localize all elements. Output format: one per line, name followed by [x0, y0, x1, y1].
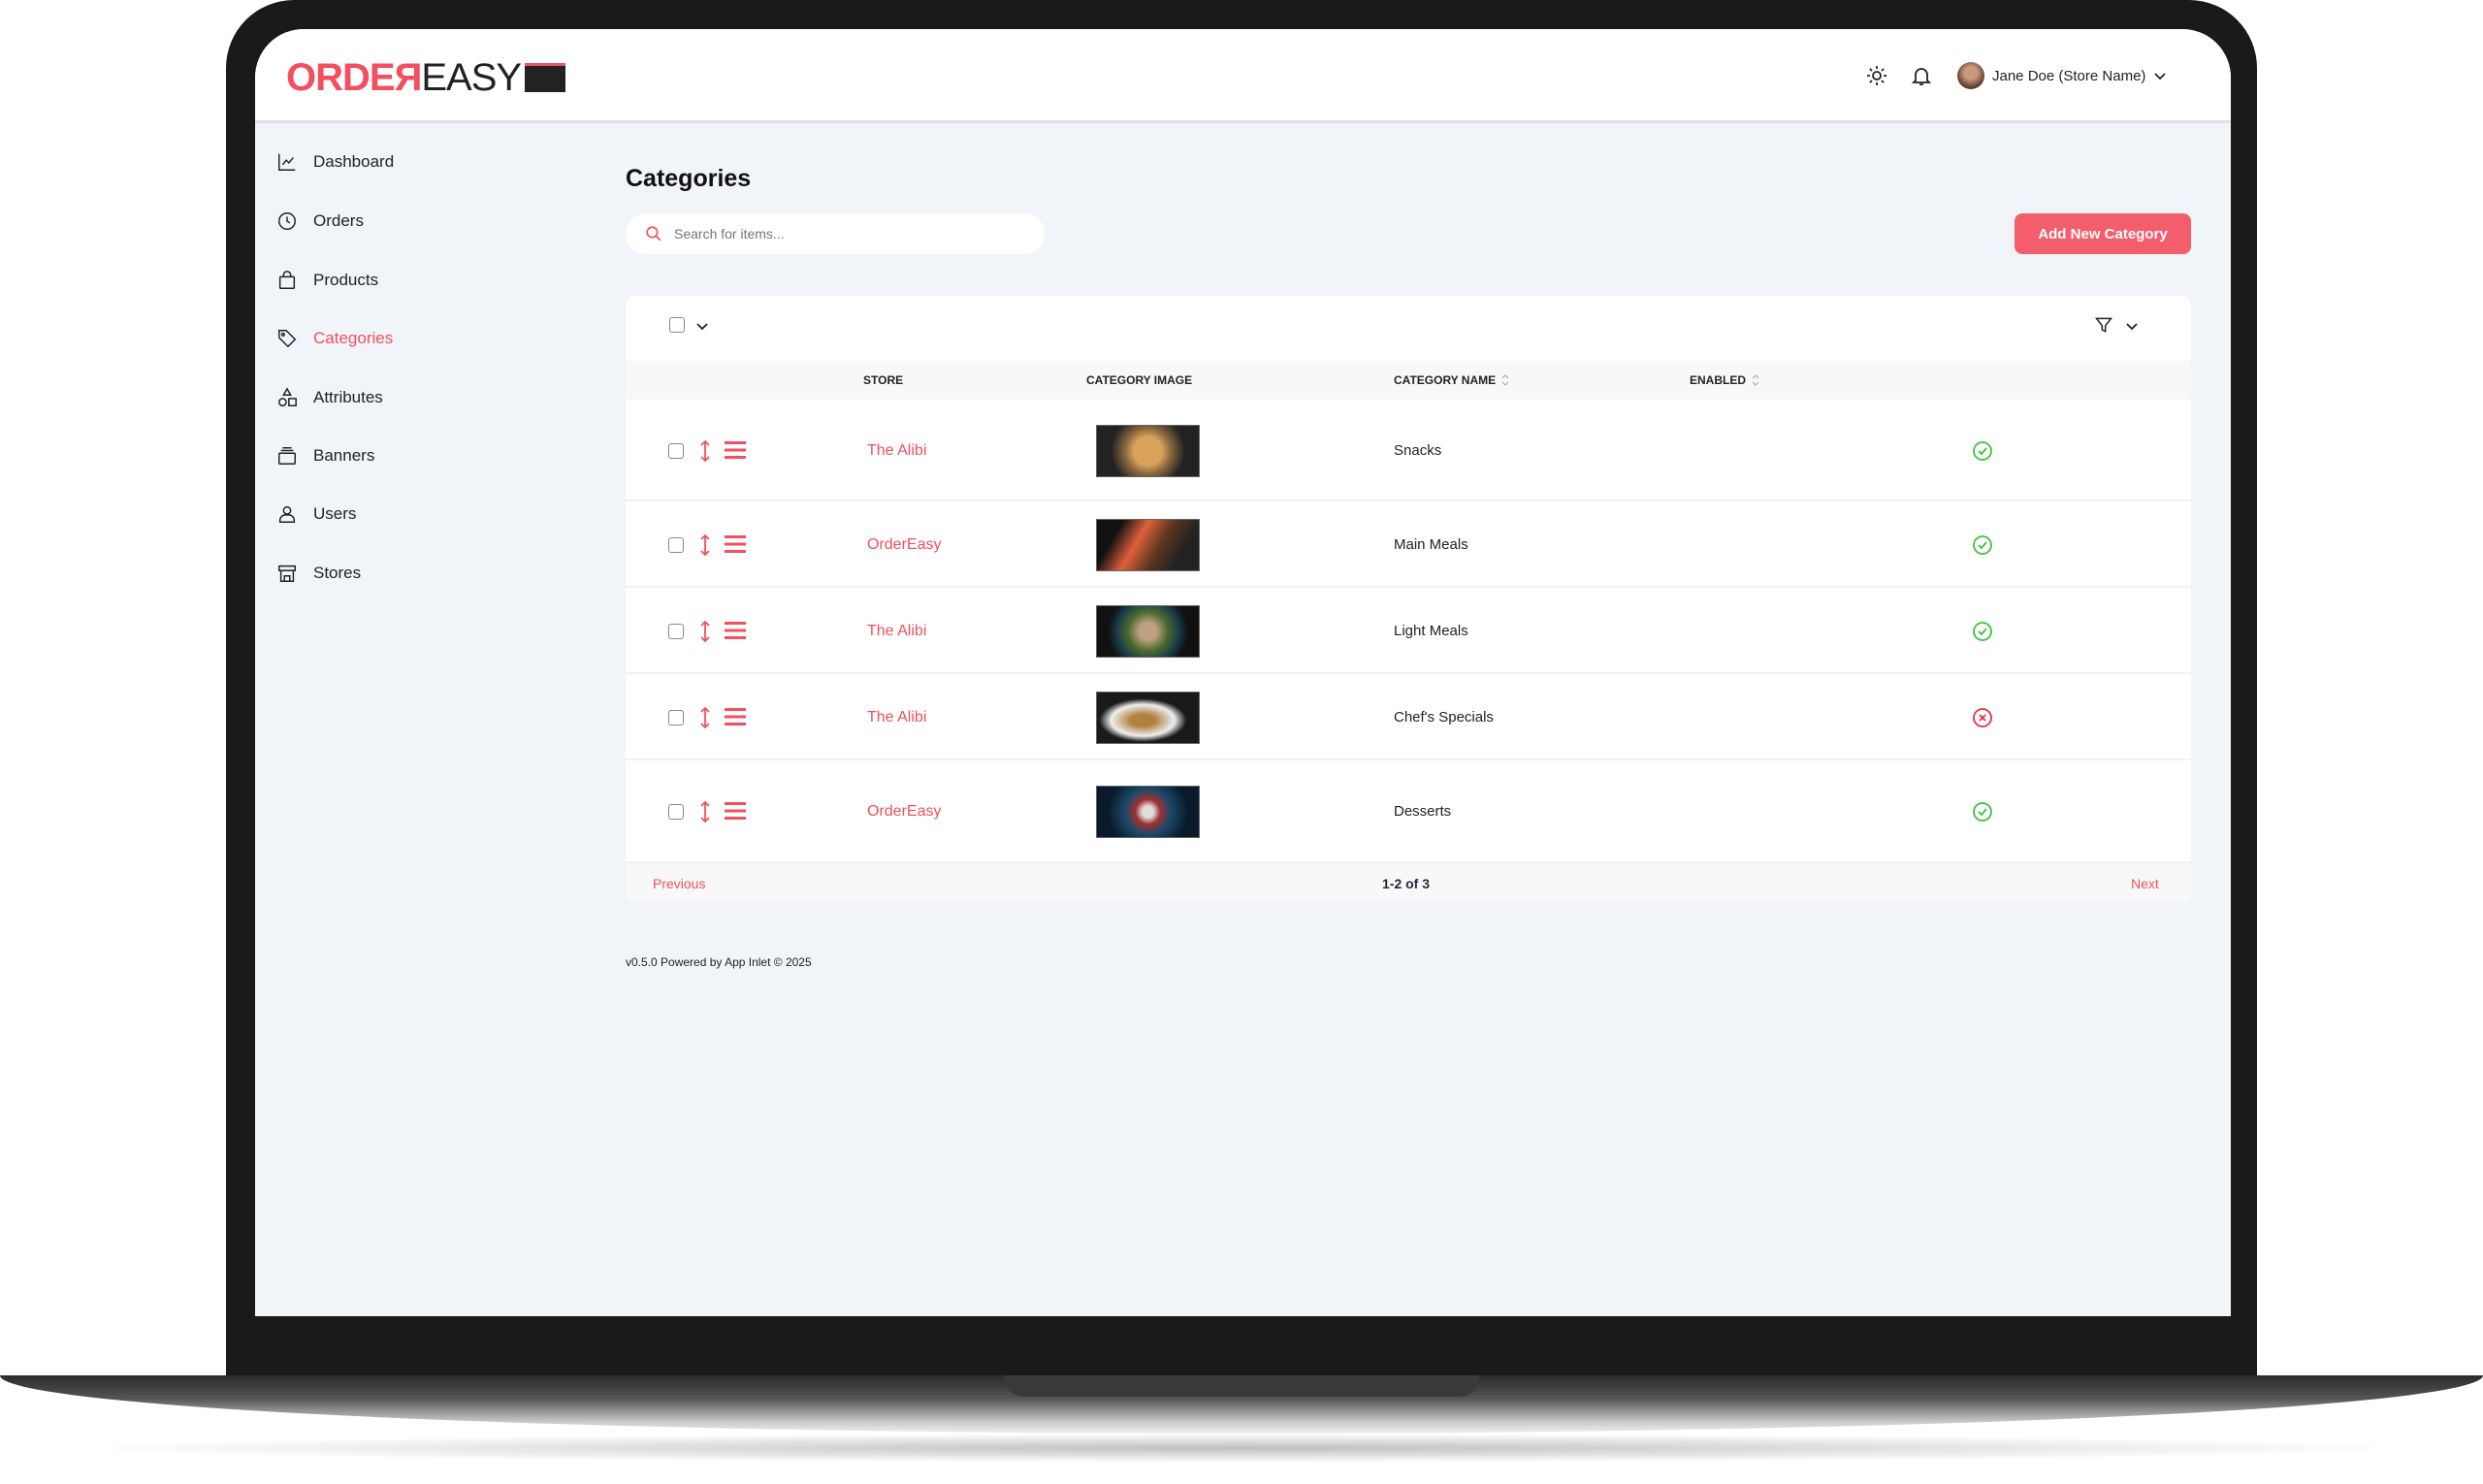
row-checkbox[interactable]: [668, 709, 684, 726]
search-input[interactable]: [674, 226, 1023, 242]
page-title: Categories: [626, 165, 752, 192]
sidebar-item-users[interactable]: Users: [276, 503, 356, 525]
user-icon: [278, 505, 296, 523]
disabled-x-icon: [1973, 707, 1992, 727]
row-store-link[interactable]: OrderEasy: [867, 535, 942, 553]
filter-icon[interactable]: [2094, 315, 2113, 335]
laptop-notch: [1004, 1375, 1479, 1397]
enabled-check-icon: [1973, 440, 1992, 461]
chefs-specials-photo: [1096, 691, 1200, 744]
enabled-check-icon: [1973, 802, 1992, 822]
row-store-link[interactable]: The Alibi: [867, 622, 927, 639]
user-name[interactable]: Jane Doe (Store Name): [1992, 67, 2146, 84]
layers-icon: [278, 447, 296, 465]
footer-version: v0.5.0 Powered by App Inlet © 2025: [626, 955, 812, 969]
store-icon: [278, 565, 296, 582]
column-store: STORE: [863, 373, 904, 387]
shopping-bag-icon: [278, 271, 296, 289]
clock-icon: [278, 212, 296, 230]
sort-icon[interactable]: [1501, 374, 1509, 386]
add-new-category-button[interactable]: Add New Category: [2015, 213, 2191, 254]
categories-table: STORE CATEGORY IMAGE CATEGORY NAME ENABL…: [626, 296, 2191, 902]
table-row: The Alibi Light Meals: [626, 588, 2191, 674]
reorder-arrows-icon[interactable]: [699, 620, 711, 643]
enabled-check-icon: [1973, 621, 1992, 641]
table-row: OrderEasy Main Meals: [626, 501, 2191, 588]
sun-icon[interactable]: [1865, 64, 1888, 87]
user-menu[interactable]: Jane Doe (Store Name): [1957, 62, 2167, 89]
logo[interactable]: ORDEЯEASY: [286, 56, 566, 100]
main-meals-photo: [1096, 518, 1200, 571]
sidebar-item-dashboard[interactable]: Dashboard: [276, 151, 394, 173]
row-checkbox[interactable]: [668, 536, 684, 553]
reorder-arrows-icon[interactable]: [699, 533, 711, 557]
chevron-down-icon[interactable]: [2153, 69, 2167, 82]
shapes-icon: [278, 387, 297, 406]
select-all-checkbox[interactable]: [669, 317, 685, 333]
next-button[interactable]: Next: [2131, 876, 2159, 891]
light-meals-photo: [1096, 604, 1200, 658]
sidebar-item-orders[interactable]: Orders: [276, 210, 364, 232]
sidebar-item-products[interactable]: Products: [276, 270, 378, 291]
row-category-name: Main Meals: [1394, 535, 1468, 553]
logo-book-icon: [525, 63, 566, 92]
row-checkbox[interactable]: [668, 804, 684, 820]
tag-icon: [278, 330, 297, 348]
reorder-arrows-icon[interactable]: [699, 706, 711, 729]
sidebar-item-banners[interactable]: Banners: [276, 445, 374, 467]
drag-handle-icon[interactable]: [725, 801, 746, 821]
sidebar-item-categories[interactable]: Categories: [276, 328, 393, 349]
drag-handle-icon[interactable]: [725, 440, 746, 460]
row-checkbox[interactable]: [668, 442, 684, 459]
table-header: STORE CATEGORY IMAGE CATEGORY NAME ENABL…: [626, 361, 2191, 400]
table-row: The Alibi Snacks: [626, 400, 2191, 501]
reorder-arrows-icon[interactable]: [699, 800, 711, 823]
column-enabled[interactable]: ENABLED: [1690, 373, 1759, 387]
table-row: The Alibi Chef's Specials: [626, 674, 2191, 760]
previous-button[interactable]: Previous: [653, 876, 706, 891]
row-store-link[interactable]: The Alibi: [867, 441, 927, 459]
row-category-name: Desserts: [1394, 803, 1452, 820]
drag-handle-icon[interactable]: [725, 534, 746, 554]
table-row: OrderEasy Desserts: [626, 760, 2191, 863]
row-checkbox[interactable]: [668, 623, 684, 639]
column-category-image: CATEGORY IMAGE: [1086, 373, 1193, 387]
top-header: ORDEЯEASY Jane Doe (Store Name): [255, 29, 2231, 123]
desserts-photo: [1096, 786, 1200, 838]
sidebar-item-stores[interactable]: Stores: [276, 563, 361, 584]
search-icon: [646, 226, 661, 242]
pagination: Previous 1-2 of 3 Next: [626, 863, 2191, 902]
table-toolbar: [626, 296, 2191, 361]
row-category-name: Snacks: [1394, 441, 1442, 459]
reorder-arrows-icon[interactable]: [699, 439, 711, 463]
column-category-name[interactable]: CATEGORY NAME: [1394, 373, 1509, 387]
enabled-check-icon: [1973, 534, 1992, 555]
chevron-down-icon[interactable]: [695, 319, 709, 333]
sidebar-item-attributes[interactable]: Attributes: [276, 387, 383, 408]
drag-handle-icon[interactable]: [725, 707, 746, 726]
row-category-name: Light Meals: [1394, 622, 1468, 639]
row-category-name: Chef's Specials: [1394, 708, 1494, 726]
bell-icon[interactable]: [1910, 64, 1933, 87]
chevron-down-icon[interactable]: [2125, 319, 2139, 333]
sort-icon[interactable]: [1752, 374, 1759, 386]
chart-line-icon: [278, 153, 296, 171]
laptop-shadow: [58, 1434, 2425, 1463]
row-store-link[interactable]: OrderEasy: [867, 803, 942, 820]
row-store-link[interactable]: The Alibi: [867, 708, 927, 726]
drag-handle-icon[interactable]: [725, 621, 746, 640]
pagination-info: 1-2 of 3: [1382, 876, 1431, 891]
snacks-photo: [1096, 424, 1200, 477]
search-box[interactable]: [626, 213, 1045, 254]
app-screen: ORDEЯEASY Jane Doe (Store Name) Dashboar…: [255, 29, 2231, 1316]
avatar[interactable]: [1957, 62, 1984, 89]
